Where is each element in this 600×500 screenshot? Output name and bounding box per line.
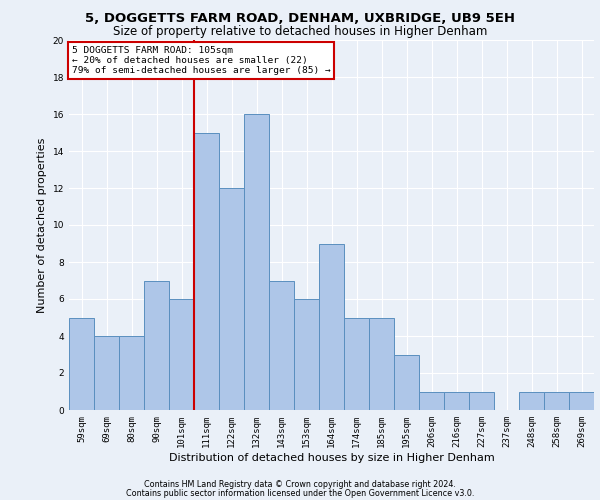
Text: Contains public sector information licensed under the Open Government Licence v3: Contains public sector information licen… <box>126 488 474 498</box>
Bar <box>219 188 244 410</box>
Bar <box>119 336 144 410</box>
Bar <box>419 392 444 410</box>
Bar <box>144 280 169 410</box>
Bar <box>94 336 119 410</box>
Bar <box>69 318 94 410</box>
Bar <box>369 318 394 410</box>
Bar <box>394 354 419 410</box>
Bar <box>519 392 544 410</box>
Bar <box>169 299 194 410</box>
Text: Size of property relative to detached houses in Higher Denham: Size of property relative to detached ho… <box>113 25 487 38</box>
Bar <box>469 392 494 410</box>
X-axis label: Distribution of detached houses by size in Higher Denham: Distribution of detached houses by size … <box>169 452 494 462</box>
Bar <box>194 132 219 410</box>
Bar <box>444 392 469 410</box>
Bar <box>269 280 294 410</box>
Bar <box>344 318 369 410</box>
Bar <box>319 244 344 410</box>
Text: 5, DOGGETTS FARM ROAD, DENHAM, UXBRIDGE, UB9 5EH: 5, DOGGETTS FARM ROAD, DENHAM, UXBRIDGE,… <box>85 12 515 26</box>
Bar <box>294 299 319 410</box>
Bar <box>244 114 269 410</box>
Y-axis label: Number of detached properties: Number of detached properties <box>37 138 47 312</box>
Bar <box>569 392 594 410</box>
Text: 5 DOGGETTS FARM ROAD: 105sqm
← 20% of detached houses are smaller (22)
79% of se: 5 DOGGETTS FARM ROAD: 105sqm ← 20% of de… <box>71 46 331 76</box>
Bar <box>544 392 569 410</box>
Text: Contains HM Land Registry data © Crown copyright and database right 2024.: Contains HM Land Registry data © Crown c… <box>144 480 456 489</box>
